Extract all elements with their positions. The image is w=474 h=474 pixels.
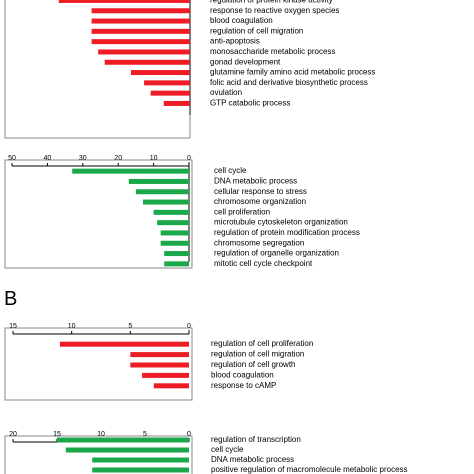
bar (130, 70, 190, 76)
chart-panel-1: enzyme linked receptor protein signaling… (4, 0, 375, 139)
x-tick-label: 10 (150, 155, 158, 162)
panel-letter: B (4, 288, 17, 310)
x-tick-label: 10 (68, 323, 76, 330)
category-label: cell proliferation (214, 207, 270, 216)
x-tick-label: 15 (9, 323, 17, 330)
bar (157, 220, 189, 226)
x-tick-label: 5 (128, 323, 132, 330)
category-label: blood coagulation (210, 16, 273, 25)
bar (135, 189, 189, 195)
category-label: anti-apoptosis (210, 37, 260, 46)
category-label: response to reactive oxygen species (210, 6, 339, 15)
category-label: ovulation (210, 88, 242, 97)
panel-frame (4, 327, 193, 401)
bar (130, 362, 189, 368)
category-label: gonad development (210, 57, 281, 66)
chart-panel-3: 15 10 5 0 regulation of cell proliferation re… (4, 323, 313, 401)
bar (92, 457, 189, 463)
x-tick-label: 0 (187, 155, 191, 162)
x-tick-label: 5 (143, 431, 147, 438)
bar (92, 467, 189, 473)
bar (163, 100, 190, 106)
bar (104, 59, 190, 65)
bar (142, 199, 189, 205)
bar (153, 383, 189, 389)
chart-panel-4: 20 15 10 5 0 regulation of transcriptioncell … (4, 431, 408, 474)
category-label: response to cAMP (211, 381, 276, 390)
bar (91, 28, 190, 34)
x-tick-label: 30 (79, 155, 87, 162)
bar (153, 209, 189, 215)
x-tick-label: 40 (44, 155, 52, 162)
bar (128, 178, 189, 184)
category-label: chromosome organization (214, 197, 306, 206)
category-label: glutamine family amino acid metabolic pr… (210, 68, 375, 77)
bar (98, 49, 190, 55)
panel-frame (4, 159, 193, 269)
category-label: GTP catabolic process (210, 98, 290, 107)
bar (164, 261, 189, 267)
bar (164, 251, 189, 257)
bar (160, 240, 189, 246)
category-label: chromosome segregation (214, 238, 304, 247)
category-label: mitotic cell cycle checkpoint (214, 259, 313, 268)
category-label: blood coagulation (211, 370, 274, 379)
bar (160, 230, 189, 236)
x-tick-label: 15 (53, 431, 61, 438)
category-label: DNA metabolic process (211, 455, 294, 464)
bar (144, 80, 190, 86)
category-label: cell cycle (211, 445, 244, 454)
bar (91, 39, 190, 45)
category-label: regulation of protein modification proce… (214, 228, 360, 237)
category-label: regulation of cell proliferation (211, 339, 313, 348)
category-label: regulation of cell growth (211, 360, 296, 369)
category-label: cellular response to stress (214, 187, 307, 196)
category-label: folic acid and derivative biosynthetic p… (210, 78, 368, 87)
category-label: DNA metabolic process (214, 176, 297, 185)
category-label: regulation of transcription (211, 435, 301, 444)
bar (72, 168, 189, 174)
x-tick-label: 0 (187, 323, 191, 330)
category-label: microtubule cytoskeleton organization (214, 218, 348, 227)
x-tick-label: 20 (114, 155, 122, 162)
category-label: positive regulation of macromolecule met… (211, 465, 408, 474)
category-label: monosaccharide metabolic process (210, 47, 335, 56)
bar (91, 18, 190, 24)
x-tick-label: 50 (8, 155, 16, 162)
category-label: regulation of cell migration (211, 350, 304, 359)
bar (57, 437, 189, 443)
x-tick-label: 0 (187, 431, 191, 438)
panel-frame (4, 435, 193, 474)
bar (142, 372, 189, 378)
bar (150, 90, 190, 96)
chart-panels: enzyme linked receptor protein signaling… (4, 0, 408, 474)
bar (65, 447, 189, 453)
x-tick-label: 10 (97, 431, 105, 438)
x-tick-label: 20 (9, 431, 17, 438)
bar (58, 0, 190, 3)
bar (130, 352, 189, 358)
category-label: regulation of protein kinase activity (210, 0, 333, 4)
bar (59, 341, 189, 347)
category-label: cell cycle (214, 166, 247, 175)
bar (91, 8, 190, 14)
category-label: regulation of cell migration (210, 26, 303, 35)
category-label: regulation of organelle organization (214, 249, 339, 258)
